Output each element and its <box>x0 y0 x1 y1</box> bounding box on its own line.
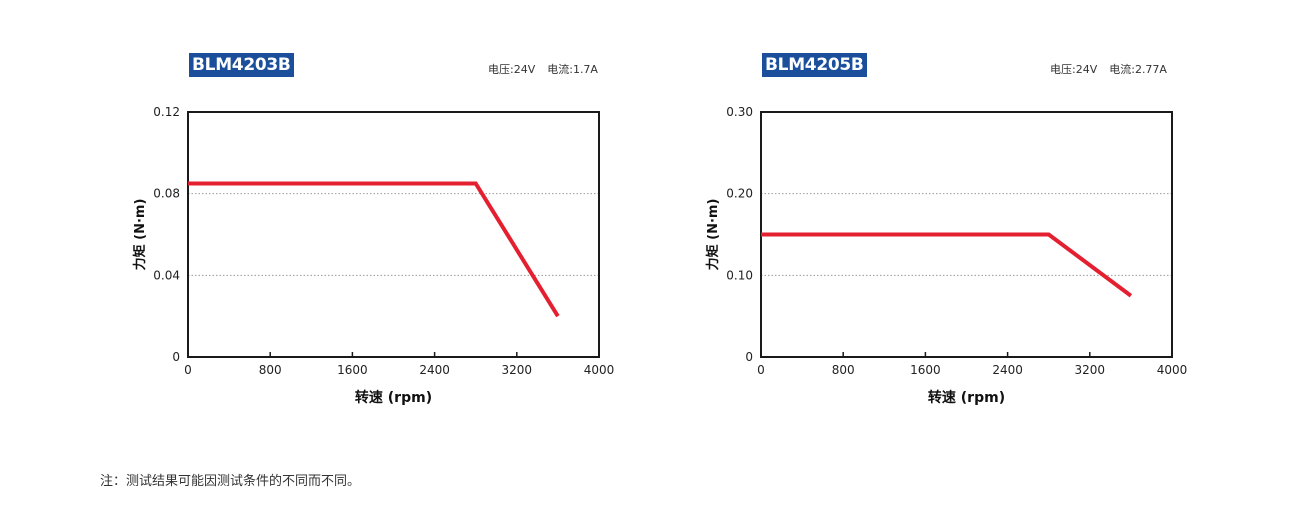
x-tick-label: 3200 <box>502 363 533 377</box>
x-axis-label: 转速 (rpm) <box>355 389 432 406</box>
chart-1-current: 电流:1.7A <box>547 63 598 76</box>
chart-1-model-title: BLM4203B <box>189 53 294 77</box>
chart-2-current: 电流:2.77A <box>1109 63 1167 76</box>
x-tick-label: 3200 <box>1075 363 1106 377</box>
chart-1-spec: 电压:24V 电流:1.7A <box>488 61 610 77</box>
chart-2: 0 800 1600 2400 3200 4000 0 0.10 0.20 0.30 转速 (rpm… <box>705 105 1188 406</box>
y-tick-label: 0 <box>172 350 180 364</box>
y-tick-label: 0.04 <box>153 268 180 282</box>
x-axis-label: 转速 (rpm) <box>928 389 1005 406</box>
chart-2-model-title: BLM4205B <box>762 53 867 77</box>
y-axis-label: 力矩 (N·m) <box>132 199 148 271</box>
chart-2-spec: 电压:24V 电流:2.77A <box>1050 61 1179 77</box>
x-tick-label: 800 <box>259 363 282 377</box>
x-tick-label: 2400 <box>992 363 1023 377</box>
torque-curve <box>761 232 1133 298</box>
chart-1: 0 800 1600 2400 3200 4000 0 0.04 0.08 0.12 转速 (rpm… <box>132 105 615 406</box>
y-tick-label: 0.12 <box>153 105 180 119</box>
x-tick-label: 2400 <box>419 363 450 377</box>
y-tick-label: 0.20 <box>726 187 753 201</box>
chart-1-voltage: 电压:24V <box>488 63 536 76</box>
x-tick-label: 0 <box>757 363 765 377</box>
torque-curve <box>188 181 560 318</box>
x-tick-label: 4000 <box>584 363 615 377</box>
plot-frame <box>187 111 600 358</box>
x-tick-label: 1600 <box>910 363 941 377</box>
x-tick-label: 4000 <box>1157 363 1188 377</box>
x-tick-label: 0 <box>184 363 192 377</box>
y-axis-label: 力矩 (N·m) <box>705 199 721 271</box>
y-tick-label: 0.30 <box>726 105 753 119</box>
y-tick-label: 0.10 <box>726 268 753 282</box>
x-tick-label: 1600 <box>337 363 368 377</box>
y-tick-label: 0 <box>745 350 753 364</box>
y-tick-label: 0.08 <box>153 187 180 201</box>
footnote: 注：测试结果可能因测试条件的不同而不同。 <box>100 474 361 489</box>
chart-2-voltage: 电压:24V <box>1050 63 1098 76</box>
x-tick-label: 800 <box>832 363 855 377</box>
